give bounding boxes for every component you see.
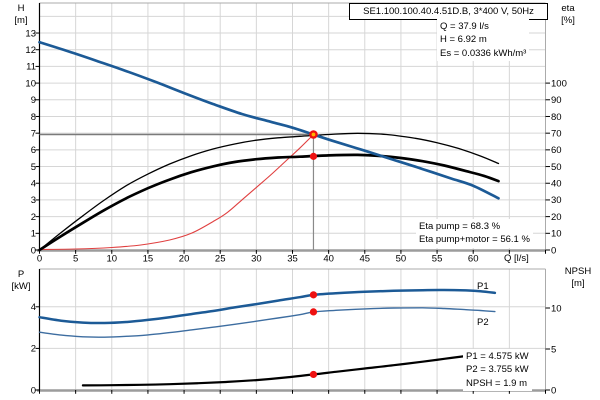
y-right-tick-label: 70	[551, 128, 562, 139]
duty-h-value: H = 6.92 m	[440, 34, 487, 46]
curve-qh	[38, 40, 500, 200]
eta-axis-symbol: eta	[561, 3, 575, 14]
y-left-tick-label: 1	[31, 229, 36, 240]
x-tick-label: 60	[468, 254, 479, 265]
duty-point-marker-center	[311, 132, 316, 137]
x-tick-label: 45	[359, 254, 370, 265]
x-tick-label: 50	[396, 254, 407, 265]
curve-p1	[38, 288, 497, 325]
duty-point-marker	[309, 291, 318, 299]
y-left-tick-label: 11	[26, 62, 36, 73]
x-tick-label: 5	[73, 254, 78, 265]
duty-q-value: Q = 37.9 l/s	[440, 21, 489, 32]
p-npsh-chart: 0 2 4 0 5 10	[31, 268, 562, 396]
y-right-tick-label: 0	[551, 245, 556, 256]
duty-point-info-block: Q = 37.9 l/s H = 6.92 m Es = 0.0336 kWh/…	[437, 19, 530, 62]
x-tick-label: 35	[287, 254, 298, 265]
curve-eta-pump	[38, 132, 500, 251]
y-right-tick-label: 60	[551, 145, 562, 156]
y-right-tick-label: 0	[551, 385, 556, 396]
y-right-tick-label: 50	[551, 162, 562, 173]
pump-title-box: SE1.100.100.40.4.51D.B, 3*400 V, 50Hz	[349, 3, 548, 20]
y-right-tick-label: 10	[551, 303, 562, 314]
y-right-tick-label: 90	[551, 95, 562, 106]
y-left-tick-label: 5	[31, 162, 36, 173]
x-tick-label: 55	[432, 254, 443, 265]
curve-npsh	[81, 354, 468, 387]
y-left-tick-label: 6	[31, 145, 36, 156]
p-axis-label: P [kW]	[6, 269, 36, 293]
npsh-axis-unit: [m]	[571, 278, 585, 289]
y-left-tick-label: 2	[31, 212, 36, 223]
x-tick-label: 10	[106, 254, 117, 265]
y-left-tick-label: 12	[25, 45, 36, 56]
y-left-tick-label: 7	[31, 128, 36, 139]
curve-p2	[38, 307, 496, 338]
p-axis-unit: [kW]	[11, 281, 31, 292]
duty-es-value: Es = 0.0336 kWh/m³	[440, 47, 527, 59]
p1-result: P1 = 4.575 kW	[466, 351, 529, 362]
y-right-tick-label: 80	[551, 112, 562, 123]
h-axis-symbol: H	[17, 3, 25, 14]
y-right-tick-label: 10	[551, 229, 562, 240]
duty-point-marker	[309, 370, 318, 379]
x-tick-label: 15	[143, 254, 154, 265]
y-right-tick-label: 5	[551, 344, 556, 355]
x-tick-label: 40	[323, 254, 334, 265]
eta-axis-unit: [%]	[561, 15, 575, 26]
curve-eta-pump-motor	[38, 153, 500, 252]
p-axis-symbol: P	[17, 269, 25, 280]
eta-pump-motor-value: Eta pump+motor = 56.1 %	[419, 234, 530, 246]
npsh-axis-symbol: NPSH	[564, 266, 592, 277]
p1-curve-label: P1	[477, 281, 489, 292]
npsh-axis-label: NPSH [m]	[556, 266, 600, 290]
curve-es	[38, 133, 315, 251]
efficiency-info-block: Eta pump = 68.3 % Eta pump+motor = 56.1 …	[416, 219, 533, 248]
y-left-tick-label: 4	[31, 179, 36, 190]
y-left-tick-label: 13	[25, 28, 36, 39]
x-tick-label: 0	[37, 254, 42, 265]
y-left-tick-label: 10	[25, 78, 36, 89]
y-left-tick-label: 8	[31, 112, 36, 123]
y-left-tick-label: 0	[31, 245, 36, 256]
eta-pump-value: Eta pump = 68.3 %	[419, 221, 501, 232]
y-left-tick-label: 2	[31, 344, 36, 355]
qh-eta-chart-ticks: 0 5 10 15 20 25 30 35 40 45 50 55 600123456789101112…	[25, 28, 566, 264]
h-axis-unit: [m]	[14, 15, 28, 26]
eta-axis-label: eta [%]	[551, 3, 585, 27]
x-tick-label: 20	[179, 254, 190, 265]
p-npsh-chart-ticks: 0 2 4 0 5 10	[31, 302, 562, 396]
npsh-result: NPSH = 1.9 m	[466, 377, 527, 389]
q-axis-label: Q [l/s]	[504, 253, 529, 264]
y-right-tick-label: 100	[551, 78, 567, 89]
y-left-tick-label: 0	[31, 385, 36, 396]
x-tick-label: 30	[251, 254, 262, 265]
power-results-block: P1 = 4.575 kW P2 = 3.755 kW NPSH = 1.9 m	[463, 349, 532, 392]
p2-result: P2 = 3.755 kW	[466, 364, 529, 376]
y-left-tick-label: 9	[31, 95, 36, 106]
x-tick-label: 25	[215, 254, 226, 265]
h-axis-label: H [m]	[6, 3, 36, 27]
y-right-tick-label: 20	[551, 212, 562, 223]
y-right-tick-label: 30	[551, 195, 562, 206]
duty-point-marker	[309, 152, 318, 160]
p2-curve-label: P2	[477, 317, 489, 328]
y-left-tick-label: 4	[31, 302, 36, 313]
y-left-tick-label: 3	[31, 195, 36, 206]
y-right-tick-label: 40	[551, 179, 562, 190]
duty-point-marker	[309, 308, 318, 316]
